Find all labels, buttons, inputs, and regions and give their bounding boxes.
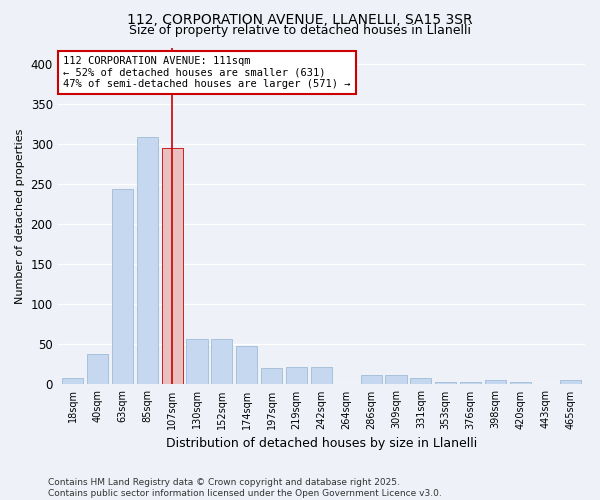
Y-axis label: Number of detached properties: Number of detached properties (15, 128, 25, 304)
Bar (560, 380, 581, 384)
Bar (112, 190, 133, 384)
Bar (62, 378, 83, 384)
Bar (361, 375, 382, 384)
X-axis label: Distribution of detached houses by size in Llanelli: Distribution of detached houses by size … (166, 437, 477, 450)
Bar (311, 367, 332, 384)
Bar (510, 382, 531, 384)
Text: 112 CORPORATION AVENUE: 111sqm
← 52% of detached houses are smaller (631)
47% of: 112 CORPORATION AVENUE: 111sqm ← 52% of … (63, 56, 350, 89)
Bar (410, 378, 431, 384)
Bar (286, 367, 307, 384)
Bar (87, 354, 108, 384)
Bar (460, 382, 481, 384)
Bar (137, 138, 158, 384)
Bar (187, 338, 208, 384)
Bar (211, 338, 232, 384)
Bar (435, 382, 456, 384)
Bar (485, 380, 506, 384)
Text: Contains HM Land Registry data © Crown copyright and database right 2025.
Contai: Contains HM Land Registry data © Crown c… (48, 478, 442, 498)
Text: 112, CORPORATION AVENUE, LLANELLI, SA15 3SR: 112, CORPORATION AVENUE, LLANELLI, SA15 … (127, 12, 473, 26)
Bar (161, 148, 182, 384)
Bar (236, 346, 257, 385)
Bar (385, 375, 407, 384)
Text: Size of property relative to detached houses in Llanelli: Size of property relative to detached ho… (129, 24, 471, 37)
Bar (261, 368, 282, 384)
